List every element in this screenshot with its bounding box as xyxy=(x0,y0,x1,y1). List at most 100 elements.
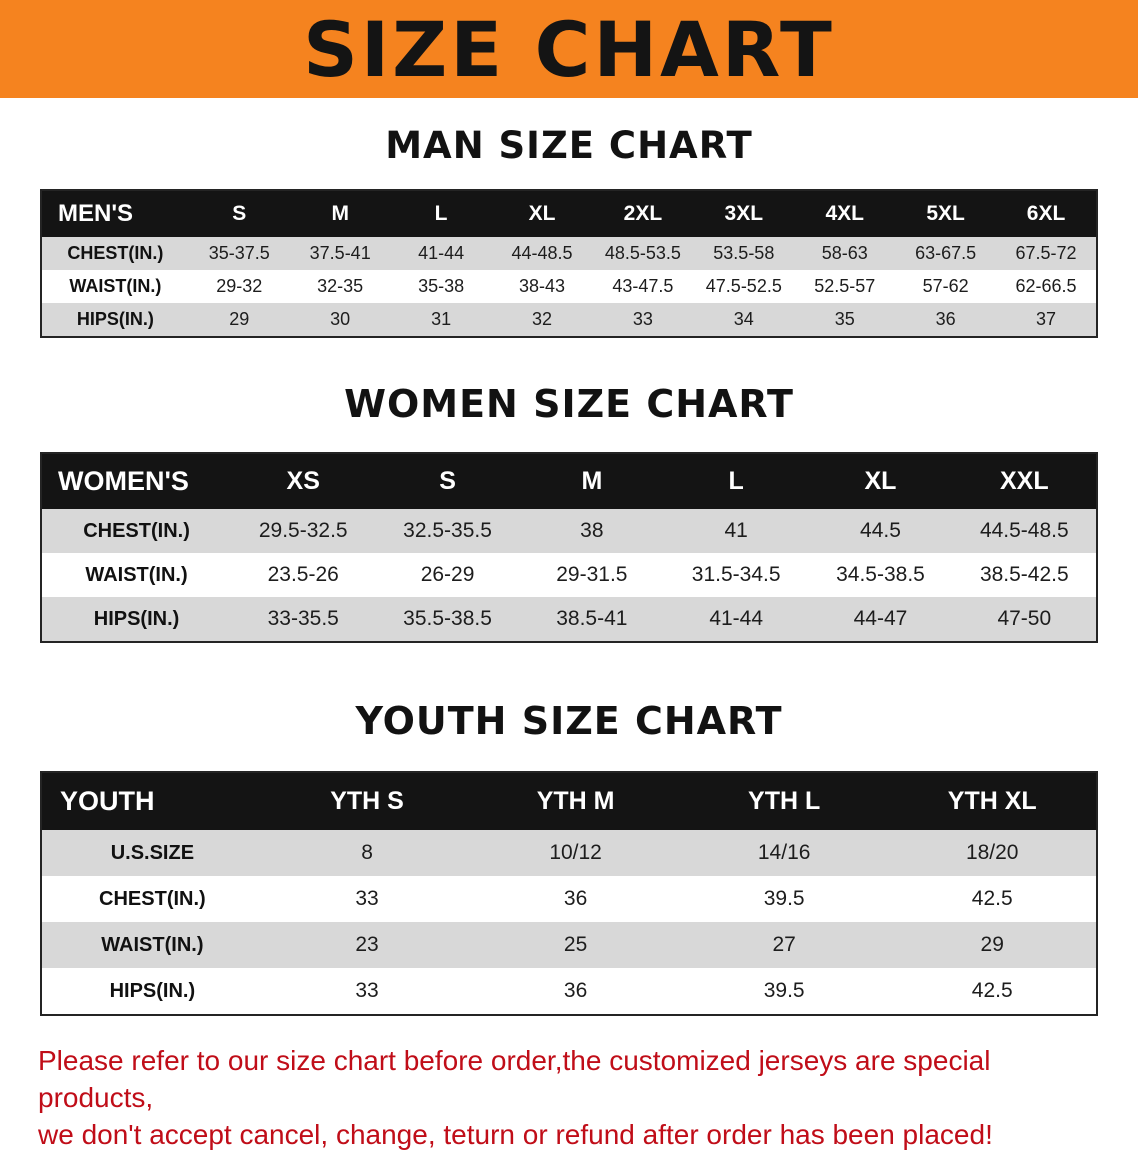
value-cell: 44-47 xyxy=(853,607,908,630)
value-cell: 43-47.5 xyxy=(612,276,674,296)
youth-size-section: YOUTH SIZE CHART YOUTH YTH S YTH M YTH L YTH… xyxy=(0,699,1138,1016)
youth-table-holder: YOUTH YTH S YTH M YTH L YTH XL U.S.SIZE 8 10/12… xyxy=(0,771,1138,1016)
value-cell: 29-31.5 xyxy=(556,563,628,586)
value-cell: 39.5 xyxy=(763,887,805,910)
value-cell: 32-35 xyxy=(317,276,364,296)
women-section-heading: WOMEN SIZE CHART xyxy=(344,382,794,426)
value-cell: 36 xyxy=(563,979,588,1002)
size-column-header: 6XL xyxy=(996,190,1097,237)
table-row: HIPS(IN.) 33-35.5 35.5-38.5 38.5-41 41-44 44-… xyxy=(41,597,1097,642)
men-section-heading: MAN SIZE CHART xyxy=(385,124,753,167)
value-cell: 38-43 xyxy=(518,276,566,296)
women-size-table: WOMEN'S XS S M L XL XXL CHEST(IN.) 29.5-32.5 32.5… xyxy=(40,452,1098,643)
value-cell: 48.5-53.5 xyxy=(604,243,681,263)
men-header-row: MEN'S S M L XL 2XL 3XL 4XL 5XL 6XL xyxy=(41,190,1097,237)
size-column-header: XL xyxy=(491,190,593,237)
value-cell: 53.5-58 xyxy=(713,243,775,263)
row-label: CHEST(IN.) xyxy=(99,887,206,910)
men-table-holder: MEN'S S M L XL 2XL 3XL 4XL 5XL 6XL CHEST(IN.) 35-37… xyxy=(0,189,1138,338)
size-column-header: YTH S xyxy=(262,772,472,830)
value-cell: 44-48.5 xyxy=(511,243,573,263)
row-label: WAIST(IN.) xyxy=(101,933,204,956)
value-cell: 38.5-42.5 xyxy=(979,563,1069,586)
size-column-header: L xyxy=(390,190,492,237)
notice-line-2: we don't accept cancel, change, teturn o… xyxy=(38,1119,993,1150)
table-row: CHEST(IN.) 33 36 39.5 42.5 xyxy=(41,876,1097,922)
youth-table-title: YOUTH xyxy=(41,772,263,830)
row-label: CHEST(IN.) xyxy=(67,243,164,263)
footer-notice: Please refer to our size chart before or… xyxy=(0,1042,1138,1153)
table-row: WAIST(IN.) 23.5-26 26-29 29-31.5 31.5-34.5 34… xyxy=(41,553,1097,597)
size-column-header: 2XL xyxy=(592,190,694,237)
size-column-header: XS xyxy=(231,453,376,509)
value-cell: 41-44 xyxy=(418,243,465,263)
size-column-header: 5XL xyxy=(895,190,997,237)
value-cell: 25 xyxy=(563,933,588,956)
value-cell: 26-29 xyxy=(420,563,475,586)
value-cell: 23 xyxy=(355,933,379,956)
value-cell: 29-32 xyxy=(216,276,263,296)
women-header-row: WOMEN'S XS S M L XL XXL xyxy=(41,453,1097,509)
value-cell: 33 xyxy=(355,887,379,910)
size-column-header: YTH XL xyxy=(888,772,1097,830)
size-column-header: M xyxy=(289,190,391,237)
value-cell: 42.5 xyxy=(971,887,1013,910)
value-cell: 29 xyxy=(229,309,250,329)
value-cell: 8 xyxy=(361,841,373,864)
value-cell: 33 xyxy=(355,979,379,1002)
value-cell: 41-44 xyxy=(709,607,764,630)
row-label: HIPS(IN.) xyxy=(93,607,180,630)
value-cell: 33 xyxy=(632,309,653,329)
table-row: CHEST(IN.) 29.5-32.5 32.5-35.5 38 41 44.5 44.5… xyxy=(41,509,1097,553)
value-cell: 29.5-32.5 xyxy=(258,519,348,542)
youth-size-table: YOUTH YTH S YTH M YTH L YTH XL U.S.SIZE 8 10/12… xyxy=(40,771,1098,1016)
value-cell: 39.5 xyxy=(763,979,805,1002)
value-cell: 35-38 xyxy=(418,276,465,296)
size-column-header: YTH M xyxy=(471,772,680,830)
value-cell: 14/16 xyxy=(757,841,811,864)
value-cell: 44.5 xyxy=(860,519,901,542)
value-cell: 38 xyxy=(580,519,604,542)
women-table-holder: WOMEN'S XS S M L XL XXL CHEST(IN.) 29.5-32.5 32.5… xyxy=(0,452,1138,643)
row-label: CHEST(IN.) xyxy=(83,519,190,542)
value-cell: 47-50 xyxy=(997,607,1052,630)
size-column-header: YTH L xyxy=(679,772,889,830)
row-label: WAIST(IN.) xyxy=(69,276,162,296)
value-cell: 37.5-41 xyxy=(309,243,371,263)
size-column-header: 4XL xyxy=(794,190,896,237)
table-row: WAIST(IN.) 23 25 27 29 xyxy=(41,922,1097,968)
table-row: HIPS(IN.) 29 30 31 32 33 34 35 36 37 xyxy=(41,303,1097,337)
value-cell: 35 xyxy=(834,309,855,329)
table-row: U.S.SIZE 8 10/12 14/16 18/20 xyxy=(41,830,1097,876)
value-cell: 38.5-41 xyxy=(556,607,628,630)
value-cell: 32.5-35.5 xyxy=(403,519,492,542)
value-cell: 32 xyxy=(531,309,553,329)
size-column-header: XXL xyxy=(952,453,1097,509)
value-cell: 10/12 xyxy=(549,841,602,864)
value-cell: 67.5-72 xyxy=(1015,243,1077,263)
value-cell: 41 xyxy=(724,519,748,542)
value-cell: 31.5-34.5 xyxy=(691,563,781,586)
value-cell: 35-37.5 xyxy=(208,243,270,263)
women-table-title: WOMEN'S xyxy=(41,453,232,509)
youth-header-row: YOUTH YTH S YTH M YTH L YTH XL xyxy=(41,772,1097,830)
value-cell: 62-66.5 xyxy=(1015,276,1077,296)
notice-line-1: Please refer to our size chart before or… xyxy=(38,1045,991,1113)
value-cell: 35.5-38.5 xyxy=(403,607,492,630)
value-cell: 37 xyxy=(1036,309,1057,329)
value-cell: 36 xyxy=(563,887,588,910)
value-cell: 34 xyxy=(733,309,754,329)
value-cell: 42.5 xyxy=(971,979,1013,1002)
size-column-header: 3XL xyxy=(693,190,795,237)
value-cell: 27 xyxy=(772,933,796,956)
value-cell: 18/20 xyxy=(965,841,1019,864)
page-title: SIZE CHART xyxy=(303,4,835,94)
row-label: HIPS(IN.) xyxy=(76,309,154,329)
row-label: HIPS(IN.) xyxy=(109,979,196,1002)
value-cell: 30 xyxy=(330,309,351,329)
row-label: WAIST(IN.) xyxy=(85,563,188,586)
men-size-section: MAN SIZE CHART MEN'S S M L XL 2XL 3XL 4XL 5XL 6XL… xyxy=(0,124,1138,338)
value-cell: 34.5-38.5 xyxy=(836,563,925,586)
value-cell: 44.5-48.5 xyxy=(979,519,1069,542)
table-row: CHEST(IN.) 35-37.5 37.5-41 41-44 44-48.5 48.5… xyxy=(41,237,1097,270)
